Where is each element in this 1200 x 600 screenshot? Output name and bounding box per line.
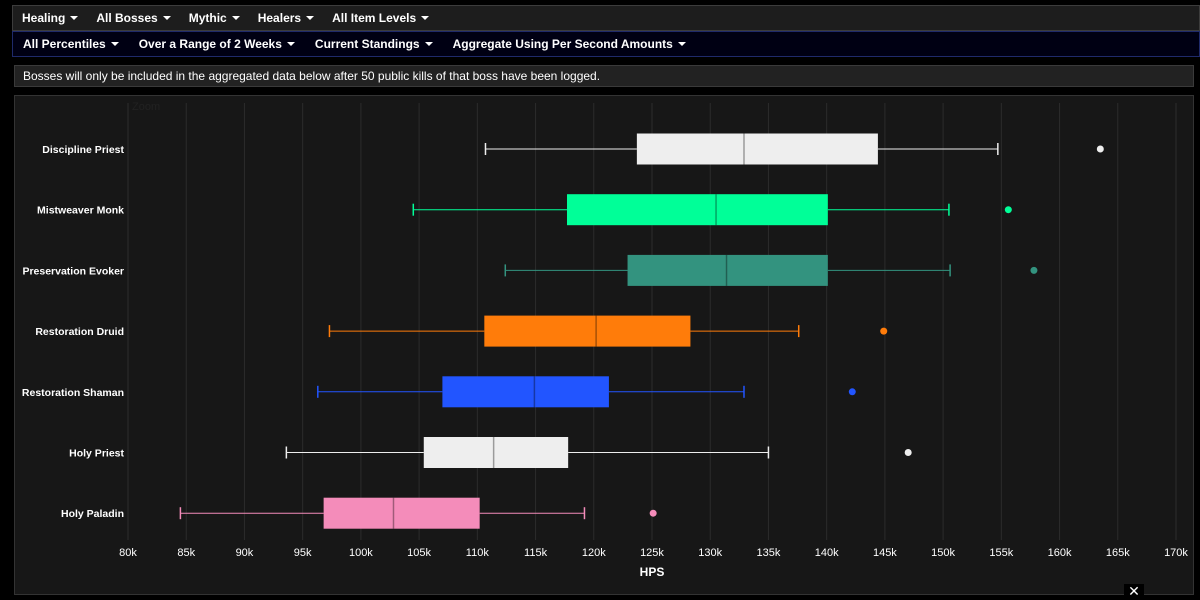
box-iqr	[323, 497, 480, 529]
x-tick-label: 100k	[349, 547, 373, 559]
x-tick-label: 150k	[931, 547, 955, 559]
caret-down-icon	[421, 16, 430, 20]
outlier-point	[1004, 206, 1012, 214]
category-label: Restoration Druid	[35, 326, 124, 338]
aggregate-dropdown[interactable]: Aggregate Using Per Second Amounts	[443, 37, 696, 51]
x-tick-label: 160k	[1048, 547, 1072, 559]
category-label: Holy Paladin	[61, 508, 124, 520]
aggregation-notice-text: Bosses will only be included in the aggr…	[23, 69, 601, 83]
item-level-dropdown-label: All Item Levels	[332, 11, 417, 25]
caret-down-icon	[70, 16, 79, 20]
caret-down-icon	[286, 42, 295, 46]
caret-down-icon	[231, 16, 240, 20]
chart-panel: Zoom Discipline Priest Mistweaver Monk Pre…	[14, 95, 1194, 595]
boxplot-preservation-evoker	[504, 254, 1038, 286]
x-tick-label: 130k	[698, 547, 722, 559]
difficulty-dropdown-label: Mythic	[188, 11, 227, 25]
boxplot-holy-priest	[285, 437, 912, 468]
box-iqr	[423, 437, 569, 468]
x-tick-label: 125k	[640, 547, 664, 559]
boxplot-mistweaver-monk	[412, 194, 1012, 226]
boss-dropdown[interactable]: All Bosses	[87, 11, 179, 25]
boss-dropdown-label: All Bosses	[96, 11, 158, 25]
outlier-point	[904, 449, 912, 456]
x-tick-label: 80k	[119, 547, 137, 559]
category-label: Preservation Evoker	[22, 265, 124, 277]
aggregation-notice: Bosses will only be included in the aggr…	[14, 65, 1194, 87]
x-tick-label: 170k	[1164, 547, 1188, 559]
metric-dropdown-label: Healing	[22, 11, 66, 25]
outlier-point	[1096, 145, 1104, 153]
outlier-point	[880, 327, 888, 335]
box-iqr	[442, 376, 609, 408]
box-iqr	[484, 315, 691, 347]
x-tick-label: 110k	[466, 547, 490, 559]
category-label: Mistweaver Monk	[37, 205, 124, 217]
caret-down-icon	[677, 42, 686, 46]
outlier-point	[848, 388, 856, 396]
x-tick-label: 105k	[407, 547, 431, 559]
boxplot-holy-paladin	[179, 497, 657, 529]
x-axis-title: HPS	[640, 565, 665, 579]
time-range-dropdown-label: Over a Range of 2 Weeks	[138, 37, 282, 51]
x-tick-label: 120k	[582, 547, 606, 559]
x-tick-label: 165k	[1106, 547, 1130, 559]
caret-down-icon	[306, 16, 315, 20]
caret-down-icon	[424, 42, 433, 46]
outlier-point	[1030, 266, 1038, 274]
secondary-filter-bar: All Percentiles Over a Range of 2 Weeks …	[12, 31, 1200, 57]
metric-dropdown[interactable]: Healing	[13, 11, 87, 25]
x-tick-label: 155k	[989, 547, 1013, 559]
box-iqr	[566, 194, 828, 226]
category-label: Restoration Shaman	[22, 387, 124, 399]
category-label: Holy Priest	[69, 448, 124, 460]
box-iqr	[627, 254, 828, 286]
percentile-dropdown-label: All Percentiles	[23, 37, 106, 51]
item-level-dropdown[interactable]: All Item Levels	[323, 11, 438, 25]
boxplot-restoration-druid	[328, 315, 888, 347]
caret-down-icon	[110, 42, 119, 46]
difficulty-dropdown[interactable]: Mythic	[180, 11, 249, 25]
close-icon[interactable]: ✕	[1124, 584, 1144, 599]
standings-dropdown-label: Current Standings	[314, 37, 420, 51]
caret-down-icon	[162, 16, 171, 20]
boxplot-discipline-priest	[484, 133, 1104, 165]
x-tick-label: 85k	[177, 547, 195, 559]
aggregate-dropdown-label: Aggregate Using Per Second Amounts	[452, 37, 673, 51]
x-tick-label: 90k	[236, 547, 254, 559]
x-tick-label: 115k	[524, 547, 548, 559]
primary-filter-bar: Healing All Bosses Mythic Healers All It…	[12, 5, 1200, 31]
x-tick-label: 145k	[873, 547, 897, 559]
category-label: Discipline Priest	[42, 144, 124, 156]
role-dropdown[interactable]: Healers	[249, 11, 323, 25]
box-layer	[179, 133, 1104, 529]
label-layer: Discipline Priest Mistweaver Monk Preserva…	[22, 144, 125, 520]
box-iqr	[636, 133, 878, 165]
hps-boxplot-chart: Zoom Discipline Priest Mistweaver Monk Pre…	[14, 95, 1194, 595]
x-tick-label: 135k	[757, 547, 781, 559]
outlier-point	[649, 509, 657, 517]
zoom-label[interactable]: Zoom	[132, 101, 160, 113]
role-dropdown-label: Healers	[257, 11, 302, 25]
time-range-dropdown[interactable]: Over a Range of 2 Weeks	[129, 37, 305, 51]
percentile-dropdown[interactable]: All Percentiles	[13, 37, 129, 51]
tick-layer: 80k 85k 90k 95k 100k 105k 110k 115k 120k 125k 130k…	[119, 547, 1188, 559]
x-tick-label: 140k	[815, 547, 839, 559]
standings-dropdown[interactable]: Current Standings	[305, 37, 443, 51]
x-tick-label: 95k	[294, 547, 312, 559]
boxplot-restoration-shaman	[317, 376, 856, 408]
